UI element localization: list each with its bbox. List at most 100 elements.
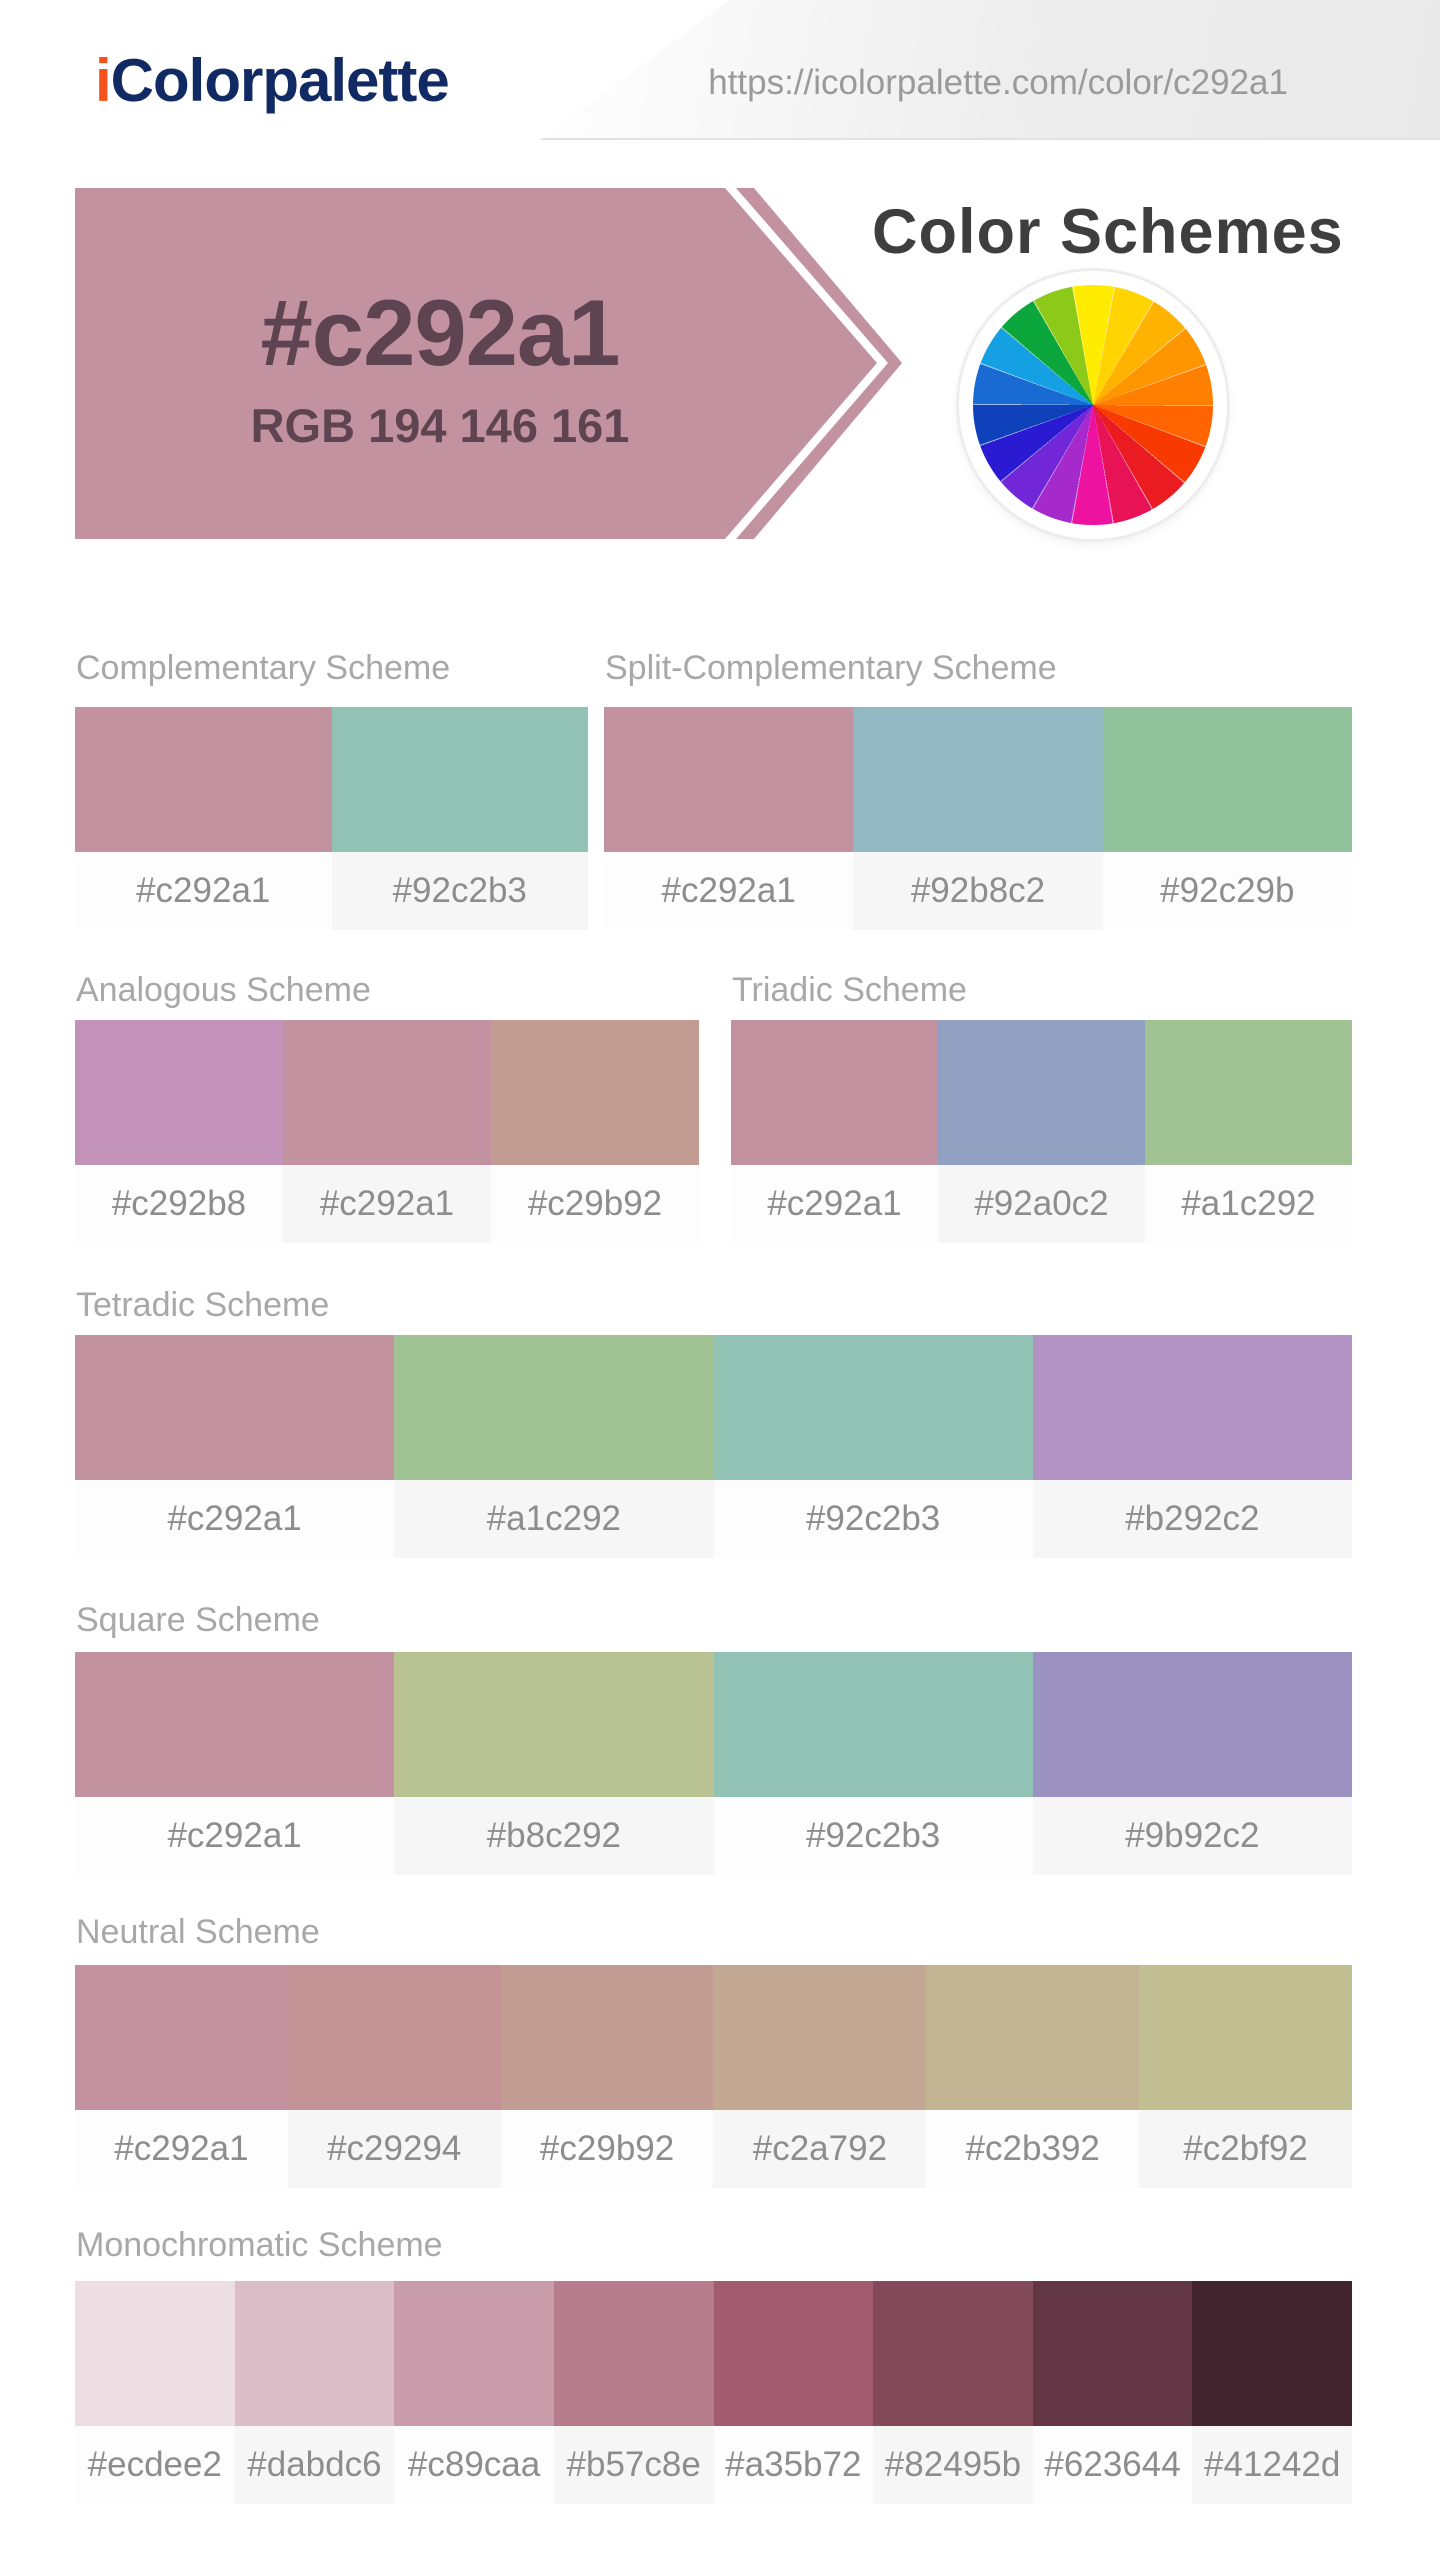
color-swatch[interactable] — [713, 2281, 874, 2426]
color-swatch[interactable] — [283, 1020, 491, 1165]
color-swatch[interactable] — [75, 1335, 395, 1480]
header: iColorpalette https://icolorpalette.com/… — [0, 0, 1440, 140]
color-swatch[interactable] — [873, 2281, 1033, 2426]
swatch-row — [75, 707, 588, 852]
swatch-hex-label: #92c2b3 — [713, 1797, 1033, 1875]
banner-rgb-value: RGB 194 146 161 — [250, 399, 630, 452]
color-swatch[interactable] — [75, 2281, 235, 2426]
color-swatch[interactable] — [713, 1965, 927, 2110]
swatch-hex-label: #92c29b — [1102, 852, 1352, 930]
swatch-hex-label: #c292a1 — [75, 1480, 395, 1558]
swatch-hex-label: #dabdc6 — [234, 2426, 395, 2504]
color-swatch[interactable] — [500, 1965, 714, 2110]
color-swatch[interactable] — [1032, 2281, 1193, 2426]
swatch-row — [75, 1335, 1352, 1480]
swatch-label-row: #ecdee2 #dabdc6 #c89caa #b57c8e #a35b72 #8249… — [75, 2426, 1352, 2504]
scheme-title: Square Scheme — [76, 1601, 320, 1639]
swatch-row — [75, 2281, 1352, 2426]
color-wheel-divider-lines — [973, 285, 1213, 525]
site-logo[interactable]: iColorpalette — [95, 47, 450, 114]
color-swatch[interactable] — [75, 1652, 395, 1797]
swatch-hex-label: #b57c8e — [553, 2426, 714, 2504]
swatch-hex-label: #a1c292 — [394, 1480, 714, 1558]
swatch-hex-label: #c292a1 — [604, 852, 854, 930]
scheme-group: Split-Complementary Scheme #c292a1 #92b8c2… — [604, 648, 1352, 930]
color-swatch[interactable] — [926, 1965, 1140, 2110]
swatch-hex-label: #623644 — [1032, 2426, 1193, 2504]
swatch-hex-label: #b8c292 — [394, 1797, 714, 1875]
swatch-hex-label: #41242d — [1192, 2426, 1352, 2504]
swatch-hex-label: #c292a1 — [75, 2110, 288, 2188]
swatch-hex-label: #c29294 — [287, 2110, 501, 2188]
scheme-group: Analogous Scheme #c292b8 #c292a1 #c29b92 — [75, 970, 699, 1243]
scheme-group: Square Scheme #c292a1 #b8c292 #92c2b3 #9b92c… — [75, 1600, 1352, 1875]
color-swatch[interactable] — [331, 707, 588, 852]
scheme-title: Complementary Scheme — [76, 649, 451, 687]
swatch-label-row: #c292a1 #a1c292 #92c2b3 #b292c2 — [75, 1480, 1352, 1558]
swatch-hex-label: #92a0c2 — [938, 1165, 1145, 1243]
color-swatch[interactable] — [553, 2281, 714, 2426]
color-wheel — [959, 271, 1227, 539]
banner-text: #c292a1 RGB 194 146 161 — [75, 188, 805, 543]
color-swatch[interactable] — [394, 1335, 714, 1480]
logo-text: Colorpalette — [110, 47, 450, 114]
swatch-label-row: #c292a1 #c29294 #c29b92 #c2a792 #c2b392 #c2bf… — [75, 2110, 1352, 2188]
swatch-label-row: #c292a1 #92a0c2 #a1c292 — [731, 1165, 1352, 1243]
swatch-label-row: #c292a1 #92b8c2 #92c29b — [604, 852, 1352, 930]
swatch-hex-label: #c292a1 — [283, 1165, 491, 1243]
swatch-row — [75, 1020, 699, 1165]
swatch-hex-label: #a35b72 — [713, 2426, 874, 2504]
color-swatch[interactable] — [938, 1020, 1145, 1165]
swatch-hex-label: #c292a1 — [731, 1165, 938, 1243]
color-swatch[interactable] — [491, 1020, 699, 1165]
swatch-hex-label: #ecdee2 — [75, 2426, 235, 2504]
swatch-row — [75, 1652, 1352, 1797]
scheme-group: Triadic Scheme #c292a1 #92a0c2 #a1c292 — [731, 970, 1352, 1243]
color-swatch[interactable] — [731, 1020, 938, 1165]
color-swatch[interactable] — [394, 2281, 554, 2426]
swatch-hex-label: #92b8c2 — [853, 852, 1103, 930]
swatch-hex-label: #c2bf92 — [1139, 2110, 1352, 2188]
color-swatch[interactable] — [604, 707, 854, 852]
scheme-group: Complementary Scheme #c292a1 #92c2b3 — [75, 648, 588, 930]
color-swatch[interactable] — [1139, 1965, 1352, 2110]
swatch-hex-label: #c2b392 — [926, 2110, 1140, 2188]
color-swatch[interactable] — [75, 707, 332, 852]
swatch-row — [75, 1965, 1352, 2110]
color-swatch[interactable] — [1192, 2281, 1352, 2426]
swatch-hex-label: #c89caa — [394, 2426, 554, 2504]
scheme-title: Triadic Scheme — [732, 971, 967, 1009]
color-banner: #c292a1 RGB 194 146 161 — [75, 188, 905, 539]
color-swatch[interactable] — [394, 1652, 714, 1797]
logo-accent-letter: i — [95, 47, 112, 114]
scheme-title: Tetradic Scheme — [76, 1286, 330, 1324]
scheme-title: Analogous Scheme — [76, 971, 371, 1009]
swatch-hex-label: #c2a792 — [713, 2110, 927, 2188]
swatch-hex-label: #c292a1 — [75, 852, 332, 930]
color-swatch[interactable] — [853, 707, 1103, 852]
color-swatch[interactable] — [1145, 1020, 1352, 1165]
banner-arrow-shape — [75, 188, 877, 539]
color-swatch[interactable] — [75, 1020, 283, 1165]
color-swatch[interactable] — [287, 1965, 501, 2110]
color-swatch[interactable] — [1032, 1335, 1352, 1480]
color-swatch[interactable] — [713, 1335, 1033, 1480]
swatch-hex-label: #c292b8 — [75, 1165, 283, 1243]
color-swatch[interactable] — [234, 2281, 395, 2426]
page-url: https://icolorpalette.com/color/c292a1 — [708, 63, 1288, 102]
swatch-hex-label: #82495b — [873, 2426, 1033, 2504]
swatch-label-row: #c292a1 #b8c292 #92c2b3 #9b92c2 — [75, 1797, 1352, 1875]
swatch-label-row: #c292b8 #c292a1 #c29b92 — [75, 1165, 699, 1243]
scheme-group: Neutral Scheme #c292a1 #c29294 #c29b92 #c2a7… — [75, 1912, 1352, 2188]
swatch-hex-label: #c29b92 — [500, 2110, 714, 2188]
color-swatch[interactable] — [713, 1652, 1033, 1797]
color-swatch[interactable] — [1032, 1652, 1352, 1797]
color-schemes-heading: Color Schemes — [872, 197, 1344, 267]
color-swatch[interactable] — [75, 1965, 288, 2110]
color-swatch[interactable] — [1102, 707, 1352, 852]
swatch-label-row: #c292a1 #92c2b3 — [75, 852, 588, 930]
scheme-title: Monochromatic Scheme — [76, 2226, 443, 2264]
scheme-title: Split-Complementary Scheme — [605, 649, 1057, 687]
swatch-row — [604, 707, 1352, 852]
